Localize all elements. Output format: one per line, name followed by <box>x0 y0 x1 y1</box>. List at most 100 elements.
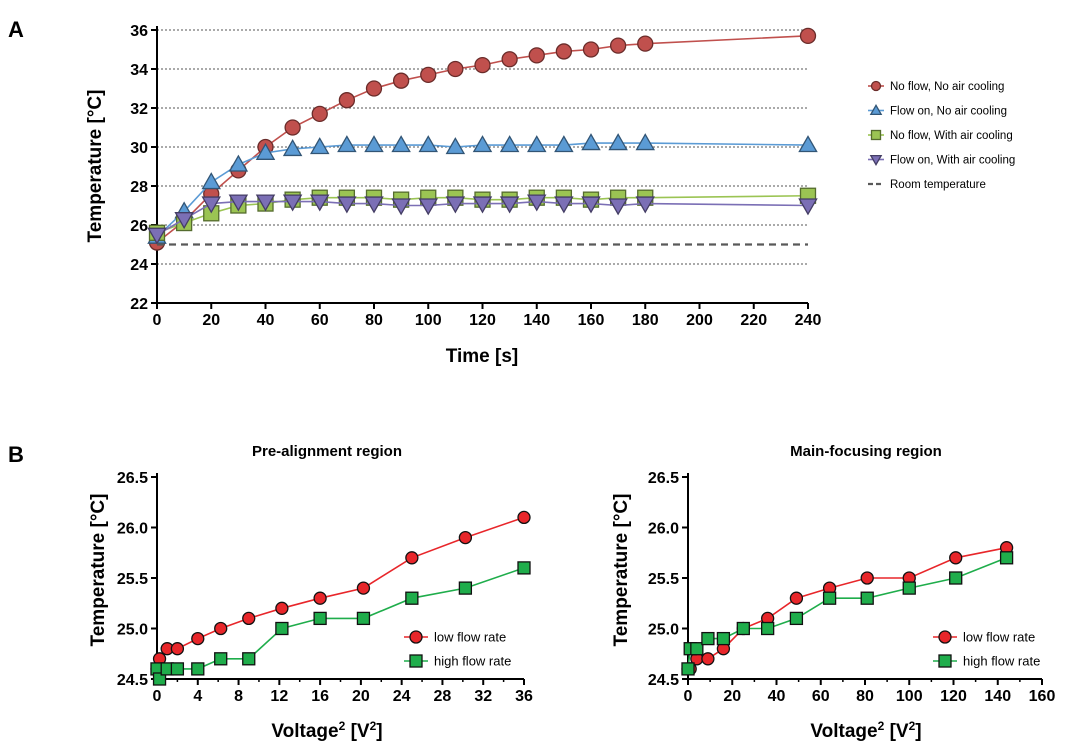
data-point <box>152 672 167 686</box>
panel-label-b: B <box>8 442 24 467</box>
panel-b1-chart: 24.5 25.0 25.5 26.0 26.5 0 4 8 12 16 20 24 28 32 36 <box>117 470 533 705</box>
legend-label: No flow, With air cooling <box>890 130 1013 142</box>
data-point <box>242 652 256 666</box>
x-tick-label: 28 <box>434 688 452 705</box>
x-tick-label: 100 <box>415 312 442 329</box>
panel-b2-ylabel: Temperature [°C] <box>611 494 632 647</box>
y-tick-label: 24 <box>130 257 148 274</box>
data-point <box>255 194 276 212</box>
x-tick-label: 36 <box>515 688 533 705</box>
data-point <box>255 142 276 160</box>
data-point <box>275 601 289 615</box>
data-point <box>201 196 221 214</box>
data-point <box>517 510 531 525</box>
data-point <box>681 662 695 676</box>
data-point <box>282 194 303 212</box>
legend-marker <box>870 129 882 141</box>
legend-label: low flow rate <box>963 630 1035 645</box>
x-tick-label: 180 <box>632 312 659 329</box>
x-tick-label: 140 <box>984 688 1011 705</box>
data-point <box>418 198 438 216</box>
data-point <box>147 227 167 245</box>
data-point <box>637 35 654 52</box>
data-point <box>458 530 473 545</box>
data-point <box>701 652 715 666</box>
data-point <box>501 51 518 68</box>
data-point <box>313 611 327 626</box>
legend-marker <box>409 654 423 668</box>
data-point <box>170 662 185 676</box>
y-tick-label: 26.0 <box>117 520 148 537</box>
data-point <box>860 591 874 605</box>
data-point <box>736 621 750 636</box>
legend-marker <box>938 654 952 668</box>
data-point <box>474 56 491 74</box>
legend-label: high flow rate <box>963 654 1040 669</box>
data-point <box>608 133 628 151</box>
legend-marker <box>409 630 423 644</box>
panel-b1-ylabel: Temperature [°C] <box>88 494 109 647</box>
data-point <box>311 105 328 122</box>
panel-b2-chart: 24.5 25.0 25.5 26.0 26.5 0 20 40 60 80 100 120 140 16… <box>648 470 1056 705</box>
x-tick-label: 40 <box>257 312 275 329</box>
series-line <box>156 142 809 238</box>
data-point <box>635 133 655 151</box>
data-point <box>761 621 775 636</box>
data-point <box>798 198 818 216</box>
x-tick-label: 120 <box>940 688 967 705</box>
x-tick-label: 60 <box>311 312 329 329</box>
x-tick-label: 0 <box>684 688 693 705</box>
data-point <box>701 631 715 646</box>
data-point <box>284 119 301 136</box>
data-point <box>499 196 520 214</box>
x-tick-label: 100 <box>896 688 923 705</box>
data-point <box>517 561 531 575</box>
x-tick-label: 80 <box>856 688 874 705</box>
data-point <box>365 80 383 97</box>
legend-marker <box>938 630 952 644</box>
data-point <box>214 621 228 636</box>
data-point <box>609 37 627 54</box>
data-point <box>337 135 357 153</box>
data-point <box>789 611 804 626</box>
data-point <box>191 662 205 676</box>
data-point <box>174 212 194 230</box>
y-tick-label: 25.0 <box>117 621 148 638</box>
legend-label: Flow on, With air cooling <box>890 155 1015 167</box>
x-tick-label: 20 <box>202 312 220 329</box>
data-point <box>555 43 573 60</box>
legend-label: No flow, No air cooling <box>890 81 1004 93</box>
legend-label: high flow rate <box>434 654 511 669</box>
data-point <box>242 611 256 626</box>
x-tick-label: 4 <box>193 688 202 705</box>
x-tick-label: 60 <box>812 688 830 705</box>
x-tick-label: 120 <box>469 312 496 329</box>
data-point <box>472 196 493 214</box>
panel-a-legend: No flow, No air cooling Flow on, No air c… <box>868 80 1015 191</box>
data-point <box>860 571 874 585</box>
x-tick-label: 220 <box>740 312 767 329</box>
x-tick-label: 140 <box>523 312 550 329</box>
x-tick-label: 32 <box>474 688 492 705</box>
y-tick-label: 36 <box>130 23 148 40</box>
y-tick-label: 28 <box>130 179 148 196</box>
y-tick-label: 26.5 <box>648 470 679 487</box>
data-point <box>499 135 520 153</box>
data-point <box>356 581 371 595</box>
data-point <box>527 194 547 212</box>
legend-marker <box>869 154 883 166</box>
data-point <box>420 66 437 83</box>
x-tick-label: 12 <box>270 688 288 705</box>
data-point <box>170 642 185 656</box>
data-point <box>581 196 601 214</box>
y-tick-label: 26.0 <box>648 520 679 537</box>
data-point <box>902 581 916 595</box>
x-tick-label: 40 <box>768 688 786 705</box>
data-point <box>445 137 466 155</box>
data-point <box>405 551 419 565</box>
y-tick-label: 26 <box>130 218 148 235</box>
data-point <box>798 135 818 153</box>
data-point <box>608 198 628 216</box>
x-tick-label: 240 <box>795 312 822 329</box>
